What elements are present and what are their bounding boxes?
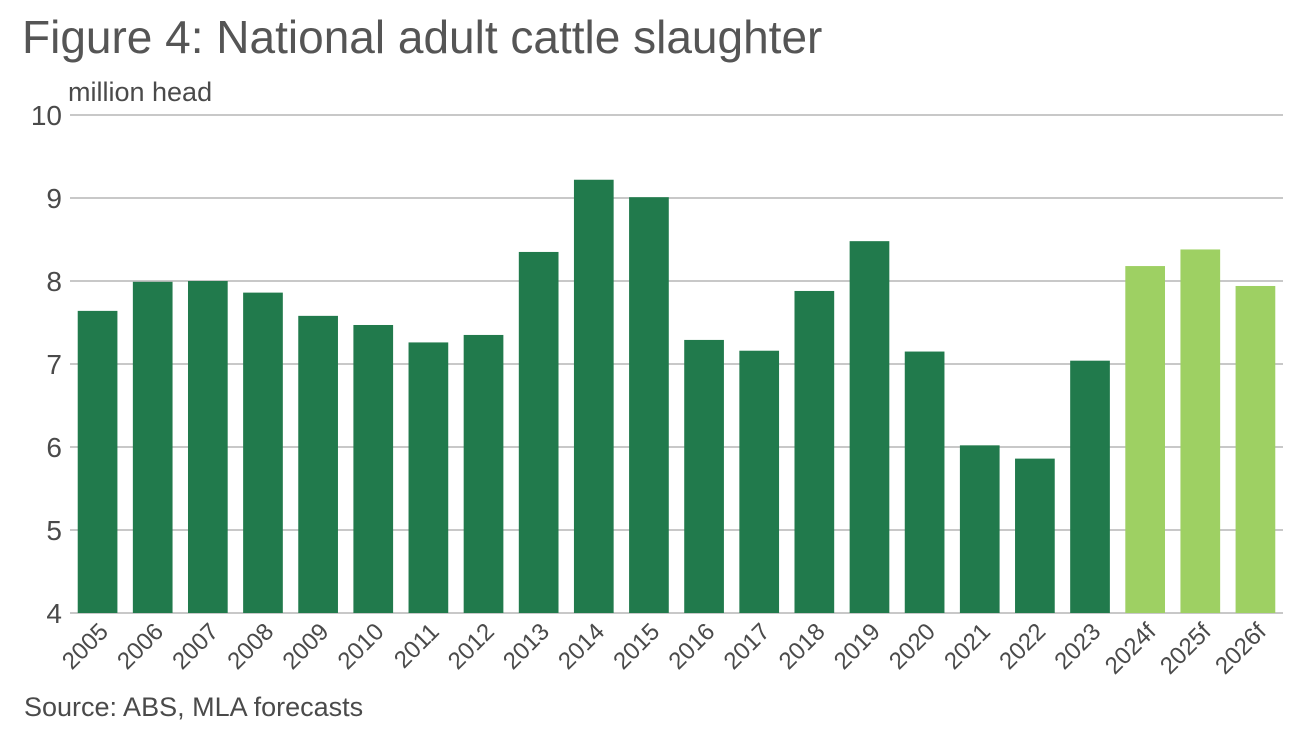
x-tick-label: 2011 <box>389 618 445 674</box>
x-tick-label: 2017 <box>719 618 776 675</box>
x-tick-label: 2012 <box>443 618 500 675</box>
y-tick-label: 8 <box>46 266 62 297</box>
chart-title: Figure 4: National adult cattle slaughte… <box>22 11 823 63</box>
bar-2023 <box>1070 360 1110 613</box>
bar-2012 <box>463 334 504 613</box>
y-tick-label: 5 <box>46 515 62 546</box>
x-tick-label: 2022 <box>994 618 1051 675</box>
bar-2022 <box>1015 458 1055 613</box>
bar-2005 <box>77 310 118 613</box>
y-tick-label: 10 <box>31 100 62 131</box>
bar-2026f <box>1235 285 1276 613</box>
x-tick-label: 2026f <box>1210 618 1272 680</box>
x-tick-label: 2019 <box>829 618 886 675</box>
x-tick-label: 2014 <box>553 618 610 675</box>
bar-2009 <box>298 315 338 613</box>
y-axis-label: million head <box>68 77 212 107</box>
bar-2018 <box>794 290 835 613</box>
x-tick-label: 2025f <box>1155 618 1217 680</box>
x-tick-label: 2007 <box>167 618 224 675</box>
x-tick-label: 2010 <box>333 618 390 675</box>
bar-2011 <box>408 342 449 613</box>
bars <box>77 179 1276 614</box>
bar-2016 <box>684 339 724 613</box>
x-tick-label: 2009 <box>278 618 335 675</box>
bar-2014 <box>573 179 614 614</box>
x-tick-label: 2024f <box>1100 618 1162 680</box>
bar-2015 <box>629 197 669 614</box>
x-tick-label: 2015 <box>608 618 665 675</box>
x-tick-label: 2016 <box>663 618 720 675</box>
bar-2008 <box>243 292 283 613</box>
x-tick-label: 2018 <box>774 618 831 675</box>
bar-2007 <box>187 281 228 613</box>
bar-2017 <box>739 350 780 613</box>
source-note: Source: ABS, MLA forecasts <box>24 692 364 722</box>
bar-2025f <box>1180 249 1221 613</box>
bar-2024f <box>1125 266 1166 613</box>
x-tick-label: 2006 <box>112 618 169 675</box>
x-tick-label: 2008 <box>222 618 279 675</box>
bar-2010 <box>353 324 394 613</box>
y-tick-label: 7 <box>46 349 62 380</box>
y-tick-label: 4 <box>46 598 62 629</box>
bar-2019 <box>849 241 890 613</box>
x-tick-label: 2021 <box>939 618 996 675</box>
bar-2020 <box>904 351 945 613</box>
y-tick-label: 9 <box>46 183 62 214</box>
x-tick-label: 2013 <box>498 618 555 675</box>
x-tick-label: 2005 <box>57 618 114 675</box>
x-tick-label: 2020 <box>884 618 941 675</box>
bar-2006 <box>132 281 173 613</box>
bar-2013 <box>518 251 559 613</box>
bar-2021 <box>959 445 1000 613</box>
x-tick-label: 2023 <box>1049 618 1106 675</box>
y-tick-labels: 4 5 6 7 8 9 10 <box>31 100 62 629</box>
y-tick-label: 6 <box>46 432 62 463</box>
